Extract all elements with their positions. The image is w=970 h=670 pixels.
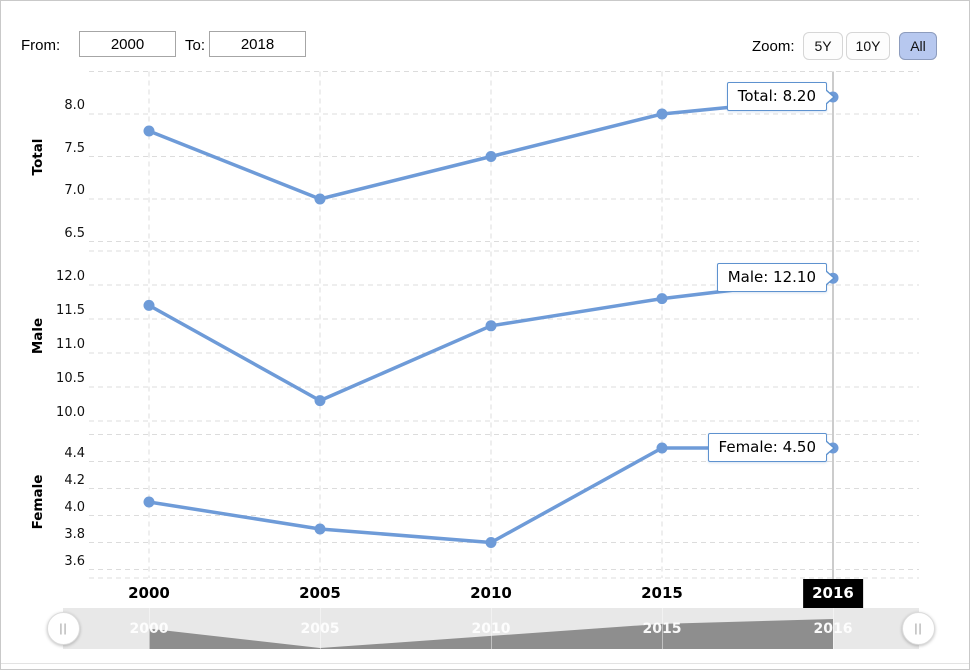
chart-plot-area[interactable] <box>1 1 970 608</box>
navigator-area-chart <box>149 619 833 649</box>
data-point[interactable] <box>143 496 155 508</box>
from-label: From: <box>21 37 61 54</box>
tooltip-male: Male: 12.10 <box>716 263 836 293</box>
y-tick-label: 4.4 <box>64 445 85 461</box>
data-point[interactable] <box>314 395 326 407</box>
data-point[interactable] <box>656 293 668 305</box>
y-tick-label: 12.0 <box>56 269 85 284</box>
tooltip-female: Female: 4.50 <box>707 433 836 462</box>
navigator-right-handle[interactable]: || <box>902 612 935 645</box>
y-tick-label: 7.5 <box>64 140 85 156</box>
navigator-tick <box>833 608 834 649</box>
x-axis-label: 2000 <box>128 584 170 602</box>
data-point[interactable] <box>485 151 497 162</box>
data-point[interactable] <box>143 125 155 137</box>
y-tick-label: 10.0 <box>56 405 85 420</box>
navigator-tick <box>491 608 492 649</box>
tooltip-total: Total: 8.20 <box>726 82 836 111</box>
y-tick-label: 6.5 <box>64 225 85 241</box>
navigator-label: 2010 <box>471 621 511 637</box>
x-axis-label: 2005 <box>299 584 341 602</box>
data-point[interactable] <box>656 108 668 120</box>
y-tick-label: 7.0 <box>64 183 85 198</box>
data-point[interactable] <box>314 523 326 535</box>
y-tick-label: 11.0 <box>56 337 85 352</box>
zoom-10y-button[interactable]: 10Y <box>846 32 890 60</box>
data-point[interactable] <box>485 320 497 332</box>
y-tick-label: 10.5 <box>56 371 85 386</box>
zoom-5y-button[interactable]: 5Y <box>803 32 843 60</box>
data-point[interactable] <box>143 299 155 311</box>
x-axis-label: 2010 <box>470 584 512 602</box>
y-tick-label: 4.2 <box>64 472 85 488</box>
navigator-label: 2015 <box>642 621 682 637</box>
from-year-input[interactable] <box>79 31 176 57</box>
navigator-label: 2005 <box>300 621 340 637</box>
navigator-track[interactable]: 2000 2005 2010 2015 2016 <box>63 608 919 649</box>
axis-title-male: Male <box>30 317 46 355</box>
navigator-label: 2000 <box>129 621 169 637</box>
handle-grip-icon: || <box>914 621 923 635</box>
y-tick-label: 8.0 <box>64 98 85 113</box>
navigator-tick <box>320 608 321 649</box>
axis-title-female: Female <box>30 474 46 530</box>
crosshair-year-badge: 2016 <box>803 579 863 608</box>
to-year-input[interactable] <box>209 31 306 57</box>
data-point[interactable] <box>485 537 497 548</box>
x-axis-label: 2015 <box>641 584 683 602</box>
axis-title-total: Total <box>30 138 46 175</box>
navigator-label: 2016 <box>813 621 853 637</box>
zoom-label: Zoom: <box>752 38 795 55</box>
data-point[interactable] <box>656 442 668 454</box>
to-label: To: <box>185 37 206 54</box>
y-tick-label: 3.8 <box>64 526 85 542</box>
y-tick-label: 11.5 <box>56 303 85 318</box>
y-tick-label: 3.6 <box>64 553 85 569</box>
navigator-area <box>149 619 833 649</box>
widget-bottom-divider <box>1 663 969 664</box>
handle-grip-icon: || <box>59 621 68 635</box>
navigator-tick <box>149 608 150 649</box>
zoom-all-button[interactable]: All <box>899 32 937 60</box>
navigator-tick <box>662 608 663 649</box>
data-point[interactable] <box>314 193 326 205</box>
navigator-left-handle[interactable]: || <box>47 612 80 645</box>
y-tick-label: 4.0 <box>64 499 85 515</box>
